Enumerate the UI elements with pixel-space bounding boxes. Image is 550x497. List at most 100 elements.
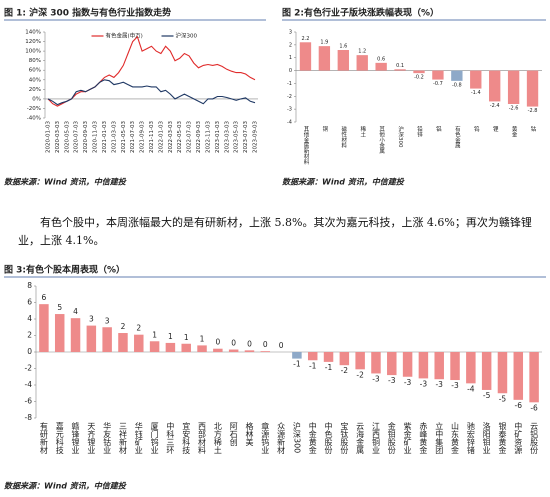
figure-source: 数据来源：Wind 资讯，中信建投 — [282, 178, 405, 187]
x-tick-label: 2020-01-03 — [46, 121, 52, 153]
data-label: 6 — [42, 293, 47, 302]
data-label: 1.2 — [358, 49, 366, 55]
x-tick-label: 铝 — [435, 125, 442, 133]
bar — [394, 69, 406, 71]
x-tick-label: 2023-03-03 — [224, 121, 230, 153]
x-tick-label: 稀土 — [359, 125, 366, 138]
x-tick-label: 铅锌 — [416, 125, 423, 139]
paragraph: 有色个股中，本周涨幅最大的是有研新材，上涨 5.8%。其次为嘉元科技，上涨 4.… — [18, 216, 532, 247]
x-tick-label: 钴 — [530, 125, 537, 133]
y-tick-label: -6 — [25, 397, 33, 406]
x-tick-label: 厦门钨业 — [150, 422, 159, 454]
x-tick-label: 宜安科技 — [182, 421, 191, 455]
figure-caption: 图 3:有色个股本周表现（%） — [4, 264, 125, 276]
bar — [70, 318, 81, 352]
x-tick-label: 天齐锂业 — [87, 422, 96, 454]
x-tick-label: 有色金属 — [454, 125, 461, 150]
x-tick-label: 中色股份 — [324, 421, 333, 455]
bar — [450, 352, 460, 381]
bar — [355, 352, 365, 370]
bar — [134, 334, 144, 352]
data-label: -2.6 — [509, 106, 519, 112]
bar — [54, 314, 65, 352]
bar — [432, 70, 444, 80]
data-label: 0 — [215, 338, 220, 347]
bar — [39, 304, 49, 352]
x-tick-label: 黄金 — [511, 125, 518, 138]
y-tick-label: -8 — [25, 413, 33, 422]
x-tick-label: 西部材料 — [198, 422, 207, 455]
data-label: -6 — [530, 403, 538, 412]
data-label: 1.9 — [320, 40, 328, 46]
x-tick-label: 2022-07-03 — [187, 121, 193, 153]
data-label: 1 — [184, 333, 189, 342]
bar — [339, 352, 350, 366]
bar — [86, 325, 97, 352]
figure-source: 数据来源：Wind 资讯，中信建投 — [4, 482, 127, 491]
series-line — [47, 79, 256, 106]
bar — [497, 352, 508, 394]
series-line — [47, 35, 256, 107]
y-tick-label: -4 — [287, 120, 292, 126]
legend-label: 沪深300 — [176, 32, 198, 40]
x-tick-label: 阿石创 — [229, 422, 238, 447]
x-tick-label: 华友钴业 — [103, 421, 112, 454]
bar — [292, 352, 302, 359]
data-label: 5 — [57, 303, 62, 312]
y-tick-label: 0 — [27, 347, 32, 356]
x-tick-label: 赣锋锂业 — [71, 421, 80, 454]
x-tick-label: 2022-09-03 — [196, 121, 202, 153]
y-tick-label: 140% — [25, 30, 41, 36]
y-tick-label: -4 — [25, 380, 33, 389]
x-tick-label: 磁性材料 — [340, 125, 347, 150]
x-tick-label: 2020-07-03 — [74, 121, 80, 153]
y-tick-label: 20% — [29, 87, 41, 93]
bar — [118, 333, 128, 352]
bar — [197, 345, 207, 352]
bar — [413, 70, 425, 74]
y-tick-label: 8 — [27, 281, 32, 290]
x-tick-label: 云海金属 — [356, 422, 365, 455]
x-tick-label: 沪深300 — [397, 125, 404, 148]
bar — [466, 352, 476, 384]
data-label: -0.7 — [433, 81, 443, 87]
data-label: -2 — [356, 370, 364, 379]
bar — [418, 352, 429, 379]
data-label: 0 — [247, 339, 252, 348]
bar — [213, 348, 223, 352]
x-tick-label: 沪深300 — [292, 421, 301, 453]
data-label: -2.8 — [528, 108, 538, 114]
x-tick-label: 赤峰黄金 — [419, 422, 428, 454]
x-tick-label: 驰宏锌锗 — [466, 422, 475, 454]
x-tick-label: 中矿资源 — [514, 421, 523, 455]
bar — [371, 352, 381, 374]
x-tick-label: 其他小金属 — [378, 125, 385, 155]
data-label: 0.1 — [396, 63, 404, 69]
data-label: -1.4 — [471, 90, 481, 96]
y-tick-label: 60% — [29, 68, 41, 74]
bar — [375, 62, 387, 71]
data-label: -3 — [451, 381, 459, 390]
x-tick-label: 中金黄金 — [308, 421, 317, 454]
data-label: 1.6 — [339, 44, 347, 50]
y-tick-label: -1 — [287, 81, 292, 87]
bar — [244, 350, 255, 352]
x-tick-label: 山东黄金 — [451, 421, 460, 454]
y-tick-label: 2 — [289, 42, 292, 48]
x-tick-label: 铜 — [321, 125, 328, 133]
data-label: -1 — [325, 363, 333, 372]
x-tick-label: 其他金属新材料 — [302, 125, 309, 166]
x-tick-label: 银泰黄金 — [498, 421, 507, 454]
x-tick-label: 江西铜业 — [371, 422, 380, 454]
x-tick-label: 立中集团 — [435, 421, 444, 455]
data-label: -3 — [372, 374, 380, 383]
bar — [307, 352, 318, 361]
x-tick-label: 洛阳钼业 — [482, 421, 491, 454]
bar — [102, 327, 112, 352]
x-tick-label: 紫金矿业 — [403, 422, 412, 454]
bar — [228, 349, 239, 352]
x-tick-label: 金钼股份 — [387, 421, 396, 455]
data-label: 3 — [105, 316, 110, 325]
